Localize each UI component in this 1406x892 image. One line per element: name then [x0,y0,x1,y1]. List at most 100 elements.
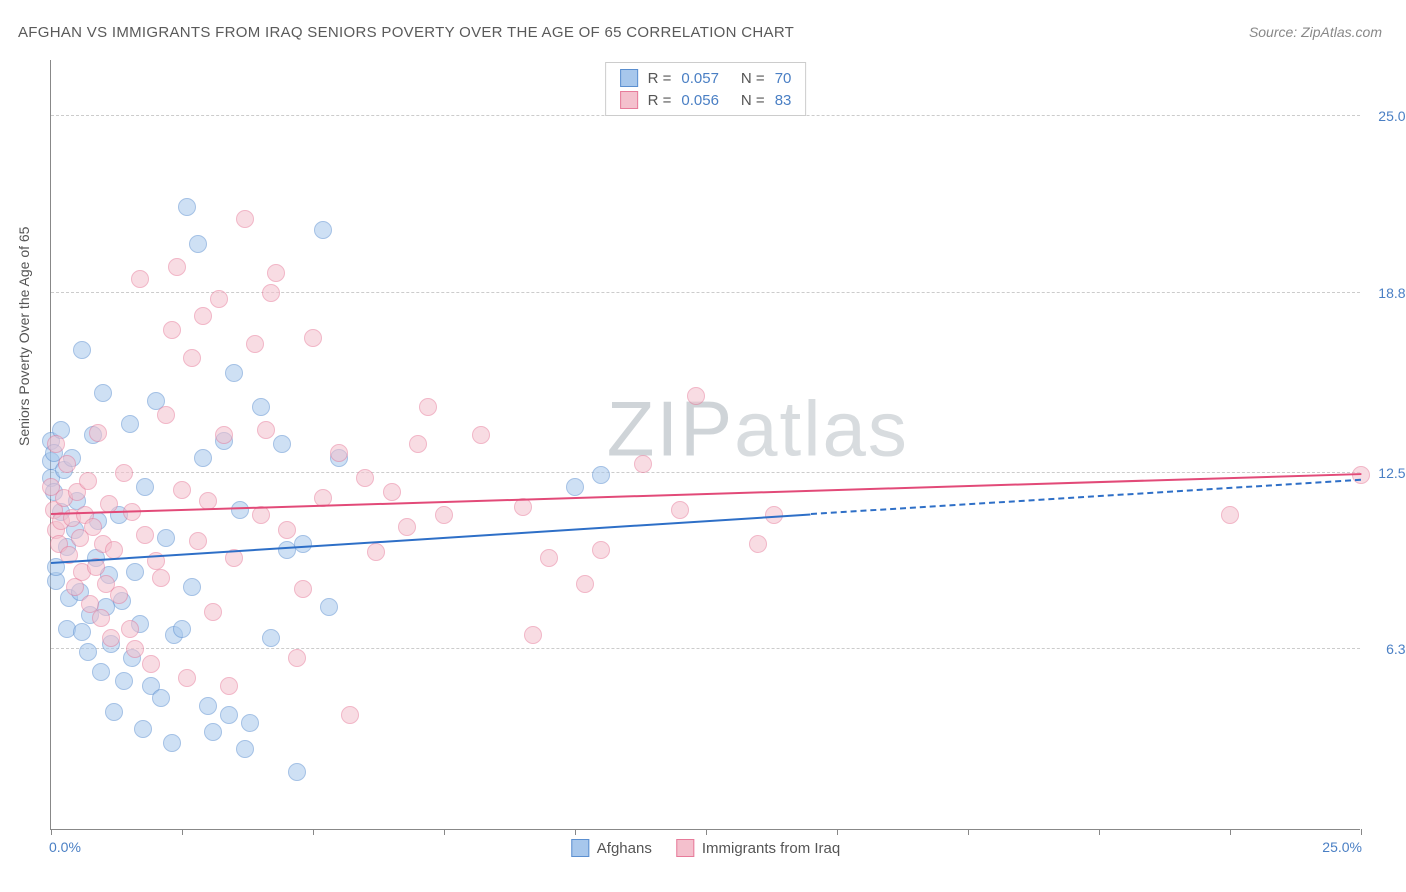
scatter-point [304,329,322,347]
scatter-point [131,270,149,288]
scatter-point [215,426,233,444]
scatter-point [194,449,212,467]
watermark: ZIPatlas [607,384,909,475]
swatch-icon [571,839,589,857]
scatter-point [105,541,123,559]
scatter-point [183,578,201,596]
watermark-bold: ZIP [607,385,734,473]
scatter-point [178,198,196,216]
scatter-point [115,464,133,482]
scatter-point [225,364,243,382]
scatter-point [288,649,306,667]
scatter-point [58,455,76,473]
scatter-point [110,586,128,604]
scatter-point [134,720,152,738]
chart-title: AFGHAN VS IMMIGRANTS FROM IRAQ SENIORS P… [18,24,794,41]
x-tick [51,829,52,835]
swatch-icon [620,69,638,87]
x-tick [182,829,183,835]
scatter-point [204,603,222,621]
y-axis-label: Seniors Poverty Over the Age of 65 [16,227,32,446]
swatch-icon [620,91,638,109]
scatter-point [435,506,453,524]
x-tick [968,829,969,835]
x-tick-label-max: 25.0% [1322,839,1362,855]
scatter-point [320,598,338,616]
scatter-point [126,563,144,581]
scatter-point [73,623,91,641]
scatter-point [136,526,154,544]
scatter-point [1221,506,1239,524]
scatter-point [121,620,139,638]
scatter-point [671,501,689,519]
scatter-point [168,258,186,276]
stats-legend: R = 0.057 N = 70 R = 0.056 N = 83 [605,62,807,116]
y-tick-label: 6.3% [1368,641,1406,657]
scatter-point [236,740,254,758]
scatter-point [92,663,110,681]
scatter-point [210,290,228,308]
scatter-point [115,672,133,690]
r-value: 0.057 [681,70,719,87]
scatter-point [252,398,270,416]
scatter-point [278,521,296,539]
scatter-point [257,421,275,439]
scatter-point [524,626,542,644]
x-tick [1099,829,1100,835]
watermark-thin: atlas [734,385,909,473]
scatter-point [204,723,222,741]
x-tick [444,829,445,835]
scatter-point [173,481,191,499]
grid-line [51,292,1360,293]
r-value: 0.056 [681,92,719,109]
scatter-point [142,655,160,673]
series-legend: Afghans Immigrants from Iraq [571,839,840,857]
grid-line [51,648,1360,649]
legend-item-afghans: Afghans [571,839,652,857]
grid-line [51,115,1360,116]
scatter-point [136,478,154,496]
y-tick-label: 18.8% [1368,285,1406,301]
scatter-point [367,543,385,561]
trend-line-dashed [811,479,1361,515]
scatter-point [236,210,254,228]
correlation-chart: AFGHAN VS IMMIGRANTS FROM IRAQ SENIORS P… [0,0,1406,892]
n-value: 70 [775,70,792,87]
x-tick-label-min: 0.0% [49,839,81,855]
scatter-point [314,221,332,239]
scatter-point [194,307,212,325]
scatter-point [105,703,123,721]
legend-label: Afghans [597,840,652,857]
scatter-point [220,677,238,695]
y-tick-label: 25.0% [1368,108,1406,124]
scatter-point [152,569,170,587]
source-attribution: Source: ZipAtlas.com [1249,24,1382,40]
scatter-point [92,609,110,627]
scatter-point [294,535,312,553]
scatter-point [47,435,65,453]
scatter-point [94,384,112,402]
scatter-point [687,387,705,405]
x-tick [313,829,314,835]
scatter-point [102,629,120,647]
stats-row-iraq: R = 0.056 N = 83 [620,89,792,111]
scatter-point [178,669,196,687]
scatter-point [163,321,181,339]
stats-row-afghans: R = 0.057 N = 70 [620,67,792,89]
grid-line [51,472,1360,473]
x-tick [1230,829,1231,835]
plot-area: ZIPatlas R = 0.057 N = 70 R = 0.056 N = … [50,60,1360,830]
scatter-point [383,483,401,501]
legend-label: Immigrants from Iraq [702,840,840,857]
scatter-point [157,406,175,424]
x-tick [575,829,576,835]
scatter-point [749,535,767,553]
x-tick [837,829,838,835]
scatter-point [189,532,207,550]
scatter-point [409,435,427,453]
scatter-point [183,349,201,367]
scatter-point [241,714,259,732]
scatter-point [294,580,312,598]
scatter-point [592,466,610,484]
scatter-point [220,706,238,724]
